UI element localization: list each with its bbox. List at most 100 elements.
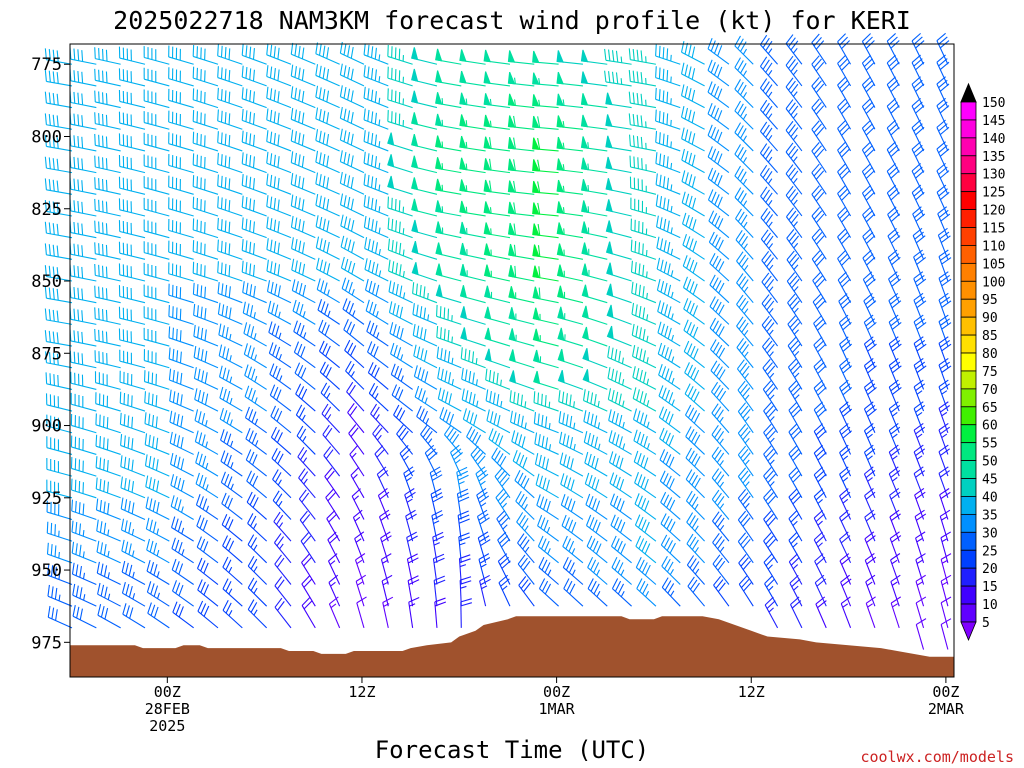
wind-barb [580,178,608,195]
wind-barb [168,197,194,217]
wind-barb [813,314,827,347]
wind-barb [217,239,243,260]
wind-barb [812,293,827,325]
wind-barb [94,198,121,217]
wind-barb [396,424,414,455]
wind-barb [241,43,267,65]
wind-barb [118,155,146,174]
colorbar-swatch [960,496,977,515]
wind-barb [581,305,608,325]
wind-barb [609,493,632,520]
wind-barb [582,326,608,347]
wind-barb [788,531,803,564]
wind-barb [611,578,632,607]
wind-barb [217,302,243,325]
wind-barb [811,77,827,108]
wind-barb [786,229,803,260]
wind-barb [217,44,243,65]
wind-barb [507,50,535,65]
x-tick-label: 00Z [932,683,959,701]
wind-barb [483,243,511,260]
wind-barb [367,341,389,369]
wind-barb [290,194,316,217]
wind-barb [532,137,559,152]
wind-barb [633,429,657,455]
wind-barb [634,471,657,499]
wind-barb [936,141,950,173]
colorbar-label: 145 [982,114,1005,129]
wind-barb [120,455,146,477]
wind-barb [194,388,219,412]
wind-barb [44,330,73,347]
wind-barb [604,48,632,65]
wind-barb [247,577,268,607]
wind-barb [837,33,852,65]
wind-barb [632,345,657,369]
wind-barb [584,472,608,499]
wind-barb [913,357,927,390]
wind-barb [658,363,681,390]
wind-barb [218,365,243,390]
wind-barb [413,344,438,369]
wind-barb [220,450,243,477]
wind-barb [863,379,877,412]
wind-barb [266,108,292,130]
wind-barb [556,264,584,282]
wind-barb [341,277,365,304]
wind-barb [217,66,243,87]
colorbar-label: 10 [982,598,998,613]
wind-barb [655,44,681,65]
wind-barb [44,265,73,282]
wind-barb [837,141,852,173]
wind-barb [940,618,952,650]
wind-barb [411,262,438,282]
wind-barb [682,255,705,282]
plot-frame [69,43,955,678]
wind-barb [631,323,657,347]
wind-barb [863,358,877,390]
colorbar-label: 105 [982,257,1005,272]
wind-barb [557,369,584,390]
wind-barb [681,148,705,174]
wind-barb [95,392,121,412]
wind-barb [737,467,754,499]
wind-barb [764,575,779,607]
wind-barb [707,59,730,87]
wind-barb [266,151,292,174]
wind-barb [759,121,778,152]
wind-barb [368,382,389,412]
wind-barb [712,511,730,542]
wind-barb [429,466,443,498]
wind-barb [936,97,950,130]
wind-barb [459,114,486,130]
colorbar-swatch [960,262,977,282]
wind-barb [316,278,340,304]
y-axis: 775 800 825 850 875 900 925 950 975 [31,55,70,653]
wind-barb [411,155,438,174]
wind-barb [171,516,194,542]
wind-barb [70,392,97,412]
wind-barb [46,457,73,477]
wind-barb [399,445,414,477]
wind-barb [69,350,97,369]
wind-barb [680,106,705,130]
wind-barb [709,296,730,325]
wind-barb [685,404,705,434]
wind-barb [508,243,535,260]
wind-barb [837,250,852,282]
wind-barb [609,472,632,499]
wind-barb [95,434,121,455]
wind-barb [532,202,559,217]
wind-barb [69,134,97,152]
wind-barb [271,448,292,477]
wind-barb [631,302,657,325]
wind-barb [736,337,754,369]
wind-barb [711,489,730,520]
wind-barb [266,195,292,217]
wind-barb [295,404,316,434]
wind-barb [886,54,900,87]
wind-barb [684,383,705,412]
wind-barb [763,488,779,520]
wind-barb [761,315,779,347]
